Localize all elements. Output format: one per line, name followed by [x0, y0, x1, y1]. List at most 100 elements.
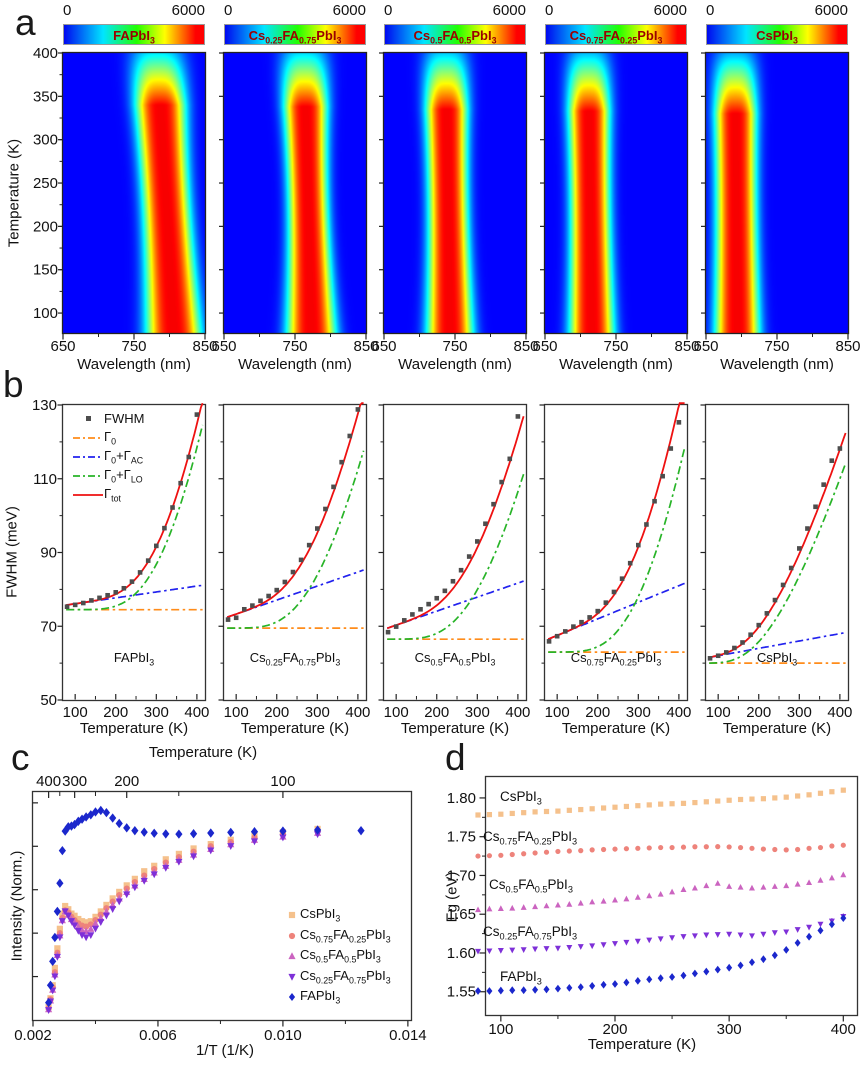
- legend-entry: Cs0.5FA0.5PbI3: [284, 946, 391, 967]
- data-point: [760, 883, 767, 890]
- fwhm-data-point: [627, 560, 633, 566]
- colorbar-max-label: 6000: [653, 2, 687, 19]
- legend-line-sample: [72, 491, 104, 499]
- data-point: [509, 947, 516, 954]
- data-point: [175, 850, 182, 857]
- legend-label: FAPbI3: [300, 988, 341, 1007]
- tick-label: 650: [371, 338, 396, 355]
- fwhm-data-point: [393, 624, 399, 629]
- tick-label: 850: [353, 338, 378, 355]
- legend-marker-glyph: [288, 932, 296, 939]
- legend-label: Γtot: [104, 485, 121, 504]
- data-point: [62, 902, 69, 910]
- fwhm-data-point: [491, 501, 496, 507]
- fwhm-data-point: [805, 526, 810, 531]
- data-point: [680, 886, 687, 893]
- data-point: [357, 825, 365, 836]
- fwhm-data-point: [554, 633, 560, 639]
- data-point: [840, 871, 847, 878]
- data-point: [692, 799, 698, 806]
- data-point: [589, 943, 596, 950]
- tick-label: 750: [603, 338, 628, 355]
- y-tick-label: 90: [40, 545, 57, 562]
- colorbar: CsPbI3: [706, 24, 848, 46]
- fwhm-data-point: [652, 498, 657, 504]
- y-tick-label: 1.70: [447, 867, 476, 884]
- gamma-total-curve: [386, 415, 525, 630]
- fwhm-data-point: [797, 546, 802, 551]
- fwhm-data-point: [515, 414, 521, 419]
- fwhm-data-point: [571, 624, 576, 629]
- data-point: [509, 810, 515, 817]
- tick-label: 850: [513, 338, 538, 355]
- fwhm-data-point: [282, 579, 288, 585]
- data-point: [806, 845, 812, 851]
- colorbar-min-label: 0: [384, 2, 393, 19]
- gamma-total-curve: [547, 402, 685, 640]
- gamma0-plus-lo-curve: [387, 473, 525, 641]
- panel-b-legend: FWHM Γ0 Γ0+ΓAC Γ0+ΓLO Γtot: [72, 409, 144, 504]
- fwhm-data-point: [401, 618, 407, 623]
- data-point: [817, 926, 824, 935]
- data-point: [577, 899, 584, 906]
- fwhm-data-point: [740, 640, 745, 645]
- tick-label: 100: [224, 704, 249, 721]
- data-point: [783, 847, 789, 853]
- heatmap-frame: [61, 51, 207, 335]
- pl-intensity-heatmap-1: [63, 53, 205, 333]
- data-point: [795, 793, 801, 799]
- tick-label: 0.014: [389, 1027, 427, 1044]
- data-point: [612, 846, 618, 852]
- panel-label-c: c: [11, 737, 30, 778]
- data-point: [115, 898, 123, 906]
- data-point: [58, 918, 66, 925]
- gamma0-plus-acoustic-curve: [709, 631, 846, 659]
- data-point: [578, 848, 584, 854]
- fwhm-data-point: [442, 588, 448, 594]
- tick-label: 100: [545, 704, 570, 721]
- y-tick-label: 50: [40, 692, 57, 709]
- data-point: [566, 807, 572, 813]
- data-point: [623, 846, 630, 852]
- data-point: [794, 880, 801, 887]
- data-point: [486, 853, 493, 859]
- tick-label: 200: [264, 704, 289, 721]
- colorbar-scale-labels: 0 6000: [545, 2, 687, 20]
- fwhm-data-point: [475, 539, 480, 544]
- heatmap-frame: [543, 51, 689, 335]
- y-tick-label: 70: [40, 618, 57, 635]
- data-point: [612, 804, 618, 810]
- tick-label: 0.002: [14, 1027, 52, 1044]
- tick-label: 850: [835, 338, 860, 355]
- data-point: [509, 986, 516, 995]
- data-point: [554, 984, 561, 993]
- data-point: [817, 844, 824, 851]
- fwhm-data-point: [450, 578, 456, 584]
- data-point: [589, 806, 595, 812]
- data-point: [190, 845, 197, 852]
- data-point: [634, 938, 641, 945]
- fwhm-data-point: [154, 543, 159, 549]
- legend-label: CsPbI3: [300, 906, 341, 925]
- y-tick-label: 250: [33, 175, 58, 192]
- fwhm-data-point: [170, 505, 175, 510]
- data-point: [657, 974, 664, 983]
- data-point: [737, 844, 744, 851]
- data-point: [635, 845, 641, 851]
- data-point: [56, 878, 64, 888]
- data-point: [543, 808, 550, 815]
- data-point: [78, 918, 86, 925]
- data-point: [140, 877, 148, 885]
- data-point: [703, 882, 710, 889]
- tick-label: 300: [305, 704, 330, 721]
- data-point: [840, 787, 846, 793]
- data-point: [680, 934, 687, 940]
- data-point: [532, 985, 539, 994]
- data-point: [45, 1007, 53, 1014]
- plot-frame: [31, 790, 413, 1022]
- data-point: [543, 849, 550, 855]
- data-point: [497, 948, 504, 954]
- data-point: [190, 853, 198, 861]
- y-tick-label: 1.60: [447, 945, 476, 962]
